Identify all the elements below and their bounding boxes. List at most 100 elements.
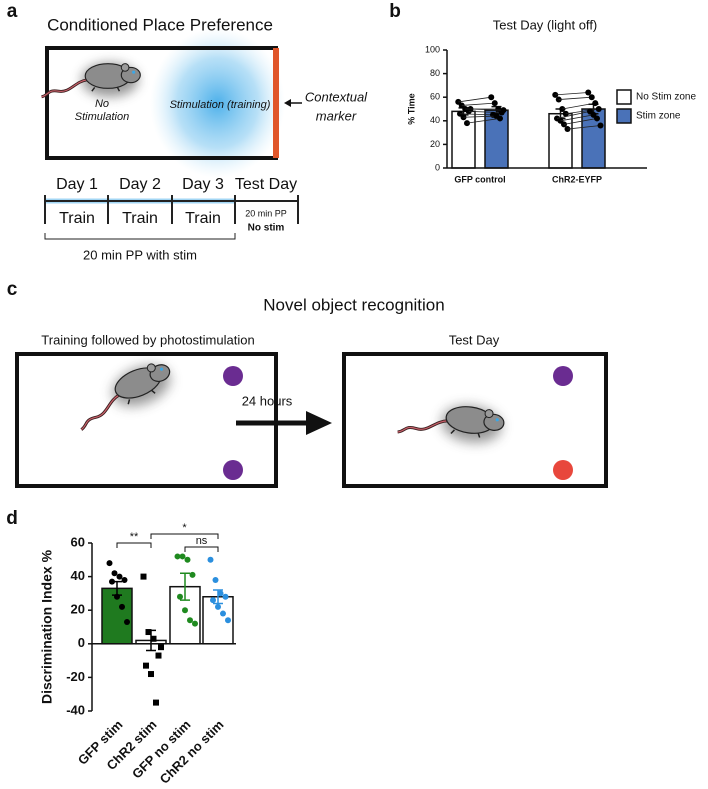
y-tick-label: 100	[425, 44, 440, 54]
mouse-head	[483, 413, 505, 431]
x-tick-label: GFP control	[454, 174, 505, 184]
mouse-eye	[159, 367, 164, 371]
data-point	[158, 644, 164, 651]
arena	[15, 352, 278, 488]
mouse-ear	[120, 63, 130, 72]
data-point	[114, 593, 120, 600]
y-axis-label: Discrimination Index %	[39, 549, 55, 704]
test-note: No stim	[248, 223, 285, 234]
data-point	[143, 662, 149, 669]
data-point	[124, 618, 130, 625]
data-point	[212, 576, 219, 583]
legend-label: No Stim zone	[636, 92, 696, 103]
pair-line	[565, 108, 599, 115]
test-note: 20 min PP	[245, 208, 287, 218]
data-point	[145, 629, 152, 636]
data-point	[192, 620, 198, 627]
stim-glow	[150, 28, 285, 178]
y-tick-label: 80	[430, 68, 440, 78]
bracket-label: 20 min PP with stim	[83, 247, 197, 262]
chart-title: Test Day (light off)	[493, 17, 598, 32]
y-tick-label: 20	[71, 602, 85, 617]
pair-line	[556, 110, 591, 119]
pair-line	[555, 92, 589, 96]
arena	[342, 352, 608, 488]
y-tick-label: 60	[71, 534, 85, 549]
significance-label: **	[130, 531, 139, 543]
pair-line	[562, 102, 596, 110]
panel-label: a	[7, 1, 18, 22]
day-label: Day 2	[119, 176, 161, 193]
data-point	[150, 635, 157, 642]
data-point	[217, 590, 224, 597]
data-point	[220, 610, 226, 617]
data-point	[588, 94, 595, 101]
data-point	[497, 115, 503, 122]
object	[553, 460, 573, 480]
data-point	[121, 576, 128, 583]
test-label: Test Day	[449, 332, 500, 347]
mouse-eye	[495, 418, 499, 422]
data-point	[155, 652, 162, 659]
data-point	[595, 106, 602, 112]
training-label: Training followed by photostimulation	[41, 332, 254, 347]
data-point	[109, 578, 115, 585]
mouse-ear	[146, 363, 156, 373]
legend-swatch	[616, 89, 632, 105]
y-tick-label: -20	[66, 669, 85, 684]
day-label: Day 3	[182, 176, 224, 193]
mouse	[397, 405, 505, 443]
data-point	[585, 89, 592, 96]
mouse-tail-inner	[41, 79, 88, 98]
mouse	[41, 62, 141, 99]
data-point	[215, 603, 221, 610]
pair-line	[463, 115, 497, 118]
data-point	[153, 699, 159, 706]
data-point	[140, 573, 147, 580]
legend-swatch	[616, 108, 632, 124]
data-point	[119, 603, 125, 610]
delay-label: 24 hours	[242, 393, 293, 408]
contextual-marker-bar	[273, 48, 279, 158]
stim-label: Stimulation (training)	[170, 99, 271, 111]
data-point	[597, 122, 604, 129]
significance-bracket	[150, 533, 219, 539]
y-tick-label: 40	[430, 115, 440, 125]
data-point	[594, 115, 600, 122]
significance-bracket	[116, 542, 152, 548]
train-label: Train	[59, 210, 95, 227]
data-point	[177, 593, 183, 600]
data-point	[148, 671, 154, 678]
significance-label: *	[182, 522, 187, 534]
data-point	[111, 570, 118, 577]
mouse-feet	[91, 86, 121, 92]
pair-line	[563, 118, 598, 125]
marker-arrowhead	[284, 99, 291, 107]
panel-label: b	[389, 1, 401, 22]
day-label: Day 1	[56, 176, 98, 193]
mouse-ear	[484, 409, 494, 419]
pair-line	[459, 113, 494, 116]
error-bar	[180, 572, 190, 601]
pair-line	[470, 108, 504, 111]
data-point	[106, 560, 113, 567]
mouse-feet	[127, 389, 156, 405]
pair-line	[560, 114, 594, 122]
y-tick-label: 60	[430, 92, 440, 102]
y-tick-label: 0	[435, 162, 440, 172]
data-point	[174, 553, 181, 560]
data-point	[182, 607, 188, 614]
pair-line	[466, 118, 501, 124]
day-label: Test Day	[235, 176, 297, 193]
object	[223, 460, 243, 480]
data-point	[207, 556, 214, 563]
mouse-tail-inner	[80, 394, 120, 431]
data-point	[187, 617, 193, 624]
no-stim-label: No	[95, 98, 109, 110]
mouse-feet	[450, 429, 481, 438]
significance-label: ns	[196, 535, 208, 547]
pair-line	[461, 102, 495, 106]
object	[223, 366, 243, 386]
